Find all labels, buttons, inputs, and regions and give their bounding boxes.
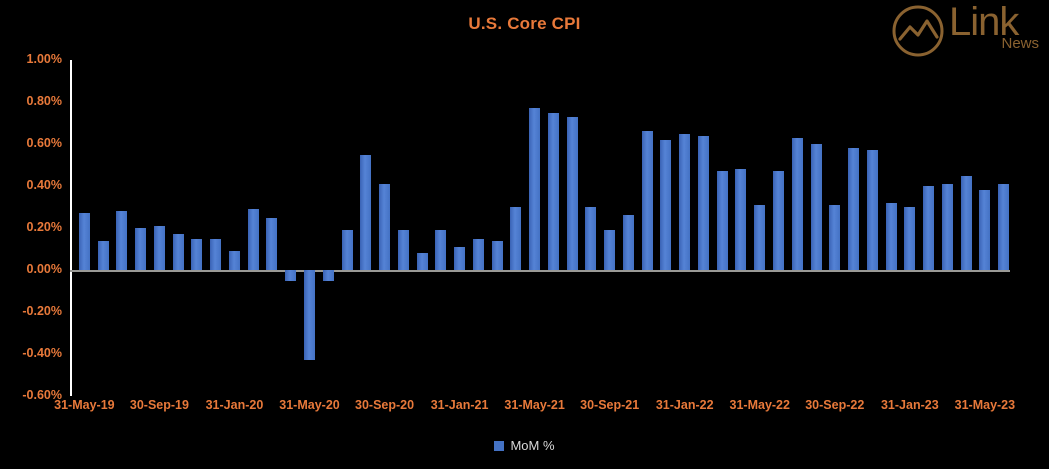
mountain-in-circle-icon bbox=[892, 5, 944, 57]
legend-swatch-mom bbox=[494, 441, 505, 451]
x-axis-tick-label: 30-Sep-22 bbox=[805, 398, 865, 412]
zero-baseline bbox=[70, 270, 1010, 272]
brand-logo: Link News bbox=[891, 0, 1043, 58]
bar bbox=[923, 186, 935, 270]
bar bbox=[866, 150, 878, 270]
bar bbox=[810, 144, 822, 270]
bar bbox=[172, 234, 184, 270]
bar bbox=[941, 183, 953, 270]
bar bbox=[491, 240, 503, 270]
bar bbox=[266, 217, 278, 270]
bar bbox=[754, 204, 766, 270]
bar bbox=[604, 230, 616, 270]
bar bbox=[304, 270, 315, 361]
bar bbox=[960, 175, 972, 270]
x-axis-tick-label: 31-May-23 bbox=[954, 398, 1016, 412]
x-axis-tick-label: 31-Jan-22 bbox=[655, 398, 714, 412]
bar bbox=[247, 209, 259, 270]
bar bbox=[435, 230, 447, 270]
bar bbox=[116, 211, 128, 270]
x-axis-tick-label: 31-May-20 bbox=[279, 398, 340, 412]
bar bbox=[472, 238, 484, 270]
bar bbox=[622, 215, 634, 270]
bar bbox=[379, 183, 391, 270]
logo-wordmark: Link bbox=[949, 0, 1019, 44]
y-axis-tick-label: -0.20% bbox=[22, 304, 62, 318]
bar bbox=[360, 154, 372, 270]
y-axis-tick-label: 0.80% bbox=[26, 94, 62, 108]
x-axis-tick-label: 31-May-22 bbox=[729, 398, 790, 412]
y-axis-tick-label: -0.60% bbox=[22, 388, 62, 402]
bar-series-mom bbox=[72, 60, 1010, 396]
bar bbox=[547, 112, 559, 270]
bar bbox=[416, 253, 428, 270]
bar bbox=[773, 171, 784, 270]
y-axis-tick-label: 1.00% bbox=[26, 52, 62, 66]
bar bbox=[97, 240, 109, 270]
y-axis-tick-labels: 1.00% 0.80% 0.60% 0.40% 0.20% 0.00% -0.20% -0.4… bbox=[0, 0, 66, 469]
bar bbox=[228, 251, 240, 270]
bar bbox=[78, 213, 90, 270]
bar bbox=[510, 207, 522, 270]
y-axis-tick-label: 0.40% bbox=[26, 178, 62, 192]
y-axis-tick-label: 0.00% bbox=[26, 262, 62, 276]
bar bbox=[210, 238, 222, 270]
bar bbox=[716, 171, 728, 270]
plot-area bbox=[70, 60, 1010, 396]
bar bbox=[735, 169, 747, 270]
x-axis-tick-label: 30-Sep-20 bbox=[355, 398, 415, 412]
logo-subtitle: News bbox=[1001, 35, 1039, 52]
x-axis-tick-label: 31-May-19 bbox=[54, 398, 115, 412]
x-axis-tick-label: 31-May-21 bbox=[504, 398, 565, 412]
bar bbox=[585, 207, 597, 270]
chart-legend: MoM % bbox=[0, 438, 1049, 453]
bar bbox=[829, 204, 841, 270]
x-axis-tick-label: 30-Sep-19 bbox=[129, 398, 189, 412]
bar bbox=[998, 183, 1010, 270]
legend-label-mom: MoM % bbox=[510, 438, 555, 453]
bar bbox=[285, 270, 297, 281]
x-axis-tick-label: 31-Jan-20 bbox=[205, 398, 264, 412]
bar bbox=[397, 230, 409, 270]
x-axis-tick-label: 31-Jan-23 bbox=[880, 398, 939, 412]
bar bbox=[341, 230, 353, 270]
bar bbox=[641, 131, 653, 270]
bar bbox=[885, 202, 897, 270]
bar bbox=[322, 270, 334, 281]
bar bbox=[904, 207, 916, 270]
bar bbox=[529, 108, 541, 270]
bar bbox=[566, 116, 578, 270]
bar bbox=[135, 228, 147, 270]
y-axis-tick-label: 0.60% bbox=[26, 136, 62, 150]
bar bbox=[191, 238, 203, 270]
x-axis-tick-label: 31-Jan-21 bbox=[430, 398, 489, 412]
bar bbox=[697, 135, 709, 270]
y-axis-tick-label: 0.20% bbox=[26, 220, 62, 234]
x-axis-tick-labels: 31-May-19 30-Sep-19 31-Jan-20 31-May-20 30-S… bbox=[0, 398, 1049, 420]
bar bbox=[848, 148, 860, 270]
page-title: U.S. Core CPI bbox=[468, 14, 581, 33]
bar bbox=[454, 246, 466, 270]
bar bbox=[679, 133, 691, 270]
y-axis-line bbox=[70, 60, 72, 396]
bar bbox=[791, 137, 803, 270]
bar bbox=[153, 225, 165, 270]
bar bbox=[979, 190, 991, 270]
bar bbox=[660, 139, 672, 270]
x-axis-tick-label: 30-Sep-21 bbox=[580, 398, 640, 412]
y-axis-tick-label: -0.40% bbox=[22, 346, 62, 360]
